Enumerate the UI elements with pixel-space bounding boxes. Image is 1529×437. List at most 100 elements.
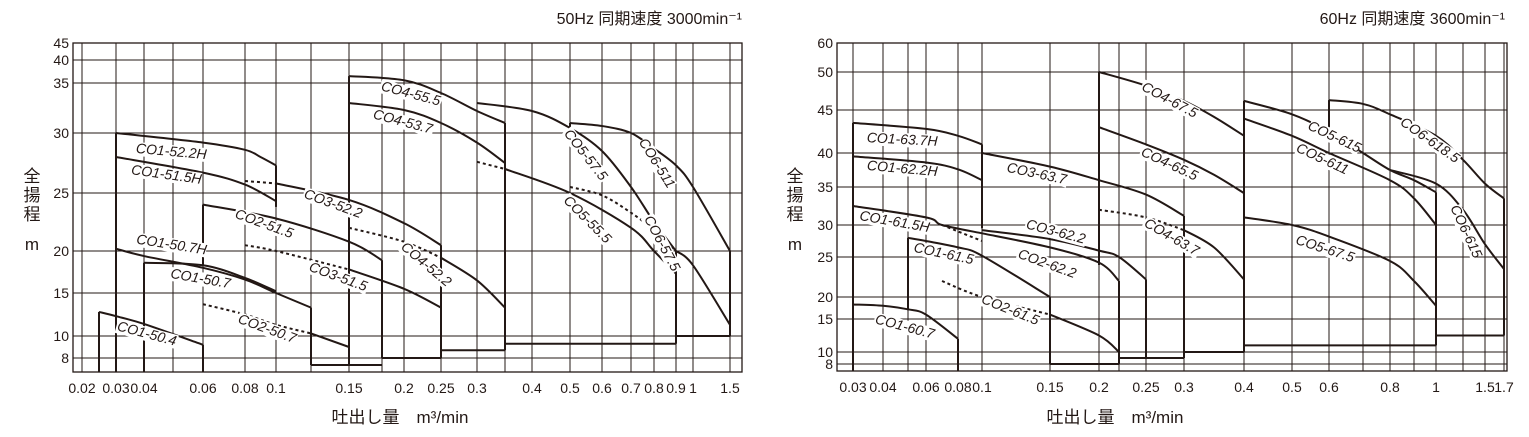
curve-label-background <box>911 240 976 268</box>
x-axis-label: 吐出し量 m³/min <box>332 408 469 427</box>
performance-curve <box>348 268 442 309</box>
x-tick-label: 0.1 <box>266 380 286 396</box>
performance-curve <box>1098 126 1245 194</box>
x-tick-label: 0.1 <box>972 379 992 395</box>
curve-label: CO3-51.5 <box>306 258 370 295</box>
performance-curve <box>981 229 1147 281</box>
curve-label-background <box>1137 144 1201 184</box>
x-tick-label: 0.03 <box>839 379 866 395</box>
curve-label-background <box>1396 114 1463 167</box>
curve-label-text: CO5-67.5 <box>1294 231 1357 265</box>
y-tick-label: 25 <box>53 185 69 201</box>
series-CO5-55.5 <box>476 160 677 275</box>
y-axis-unit: m <box>25 235 39 254</box>
performance-curve-dashed <box>569 186 677 252</box>
y-tick-label: 35 <box>817 179 833 195</box>
series-CO1-52.2H <box>115 132 277 167</box>
curve-label: CO2-51.5 <box>232 205 296 242</box>
chart-title: 50Hz 同期速度 3000min⁻¹ <box>557 10 742 28</box>
curve-label: CO4-52.2 <box>397 238 455 291</box>
curve-label: CO1-50.7 <box>168 265 233 292</box>
curve-label: CO1-61.5 <box>911 239 976 268</box>
y-tick-label: 25 <box>817 249 833 265</box>
series-CO3-51.5 <box>244 244 442 309</box>
curve-label-background <box>135 141 207 163</box>
curve-label: CO1-52.2H <box>135 140 208 162</box>
y-axis-label-char: 揚 <box>787 186 804 205</box>
curve-label-background <box>1023 217 1088 247</box>
performance-curve <box>1049 313 1120 353</box>
curve-label-background <box>872 312 937 342</box>
performance-curve <box>115 247 312 309</box>
curve-label-text: CO1-50.7 <box>169 265 233 292</box>
curve-label-background <box>560 126 611 185</box>
curve-label-background <box>1294 141 1351 178</box>
curve-label: CO1-62.2H <box>866 157 939 179</box>
y-tick-label: 30 <box>53 125 69 141</box>
curve-label-background <box>168 266 233 292</box>
curve-label-text: CO5-57.5 <box>561 126 611 184</box>
performance-curve <box>852 205 983 235</box>
x-tick-label: 0.7 <box>621 380 641 396</box>
plot-border <box>72 42 743 373</box>
y-tick-label: 50 <box>817 64 833 80</box>
x-tick-label: 0.25 <box>427 380 454 396</box>
y-tick-label: 15 <box>817 311 833 327</box>
series-CO1-63.7H <box>852 121 983 146</box>
x-tick-label: 0.4 <box>1234 379 1254 395</box>
curve-label-text: CO1-50.4 <box>116 318 179 349</box>
x-tick-label: 0.08 <box>231 380 258 396</box>
performance-curve <box>1328 99 1505 200</box>
curve-label-text: CO2-61.5 <box>979 291 1041 329</box>
x-tick-label: 0.06 <box>912 379 939 395</box>
x-tick-label: 1.5 <box>720 380 740 396</box>
performance-curve <box>348 102 506 164</box>
x-tick-label: 0.04 <box>130 380 157 396</box>
x-tick-label: 0.6 <box>592 380 612 396</box>
curve-label-background <box>635 136 678 191</box>
performance-curve <box>852 155 983 182</box>
performance-curve <box>1243 216 1437 307</box>
curve-label-background <box>130 163 203 187</box>
series-CO1-61.5H <box>852 205 983 242</box>
curve-label-text: CO6-615 <box>1447 202 1486 260</box>
curve-label-background <box>1015 246 1079 282</box>
performance-curve <box>143 261 277 293</box>
curve-label-text: CO2-62.2 <box>1016 245 1079 281</box>
y-axis-label-char: 全 <box>787 167 804 186</box>
performance-curve-dashed <box>1098 208 1185 232</box>
curve-label: CO3-62.2 <box>1023 216 1088 247</box>
curve-label-background <box>559 192 615 248</box>
x-tick-label: 0.5 <box>560 380 580 396</box>
x-tick-label: 0.08 <box>944 379 971 395</box>
curve-label-background <box>370 107 435 137</box>
curve-label-background <box>301 186 365 222</box>
performance-curve <box>115 156 277 203</box>
x-tick-label: 0.15 <box>1036 379 1063 395</box>
curve-label-background <box>978 291 1042 329</box>
curve-label-text: CO3-52.2 <box>302 185 365 221</box>
x-tick-label: 0.9 <box>666 380 686 396</box>
curve-label-background <box>1138 79 1201 122</box>
chart-50hz: 50Hz 同期速度 3000min⁻¹ 全 揚 程 m 吐出し量 m³/min … <box>24 10 743 427</box>
y-tick-label: 40 <box>817 145 833 161</box>
curve-label-background <box>1447 203 1484 260</box>
performance-curve-dashed <box>476 160 506 170</box>
y-tick-label: 10 <box>53 328 69 344</box>
performance-curve <box>981 152 1185 217</box>
curve-label-text: CO1-51.5H <box>130 161 203 187</box>
performance-curve-dashed <box>244 244 350 271</box>
curve-label-text: CO1-62.2H <box>866 157 939 179</box>
curve-label-text: CO1-52.2H <box>135 140 208 162</box>
x-tick-label: 0.3 <box>1174 379 1194 395</box>
curve-label-background <box>1004 160 1069 188</box>
curve-label-background <box>858 209 931 236</box>
series-CO6-618.5 <box>1328 99 1505 200</box>
x-axis-label: 吐出し量 m³/min <box>1047 408 1184 427</box>
series-CO5-611 <box>1243 117 1437 226</box>
curve-label: CO4-67.5 <box>1138 78 1201 122</box>
x-tick-label: 0.06 <box>189 380 216 396</box>
curve-label: CO5-55.5 <box>559 192 615 248</box>
performance-curve-dashed <box>348 226 442 259</box>
curve-label-background <box>1306 119 1363 156</box>
